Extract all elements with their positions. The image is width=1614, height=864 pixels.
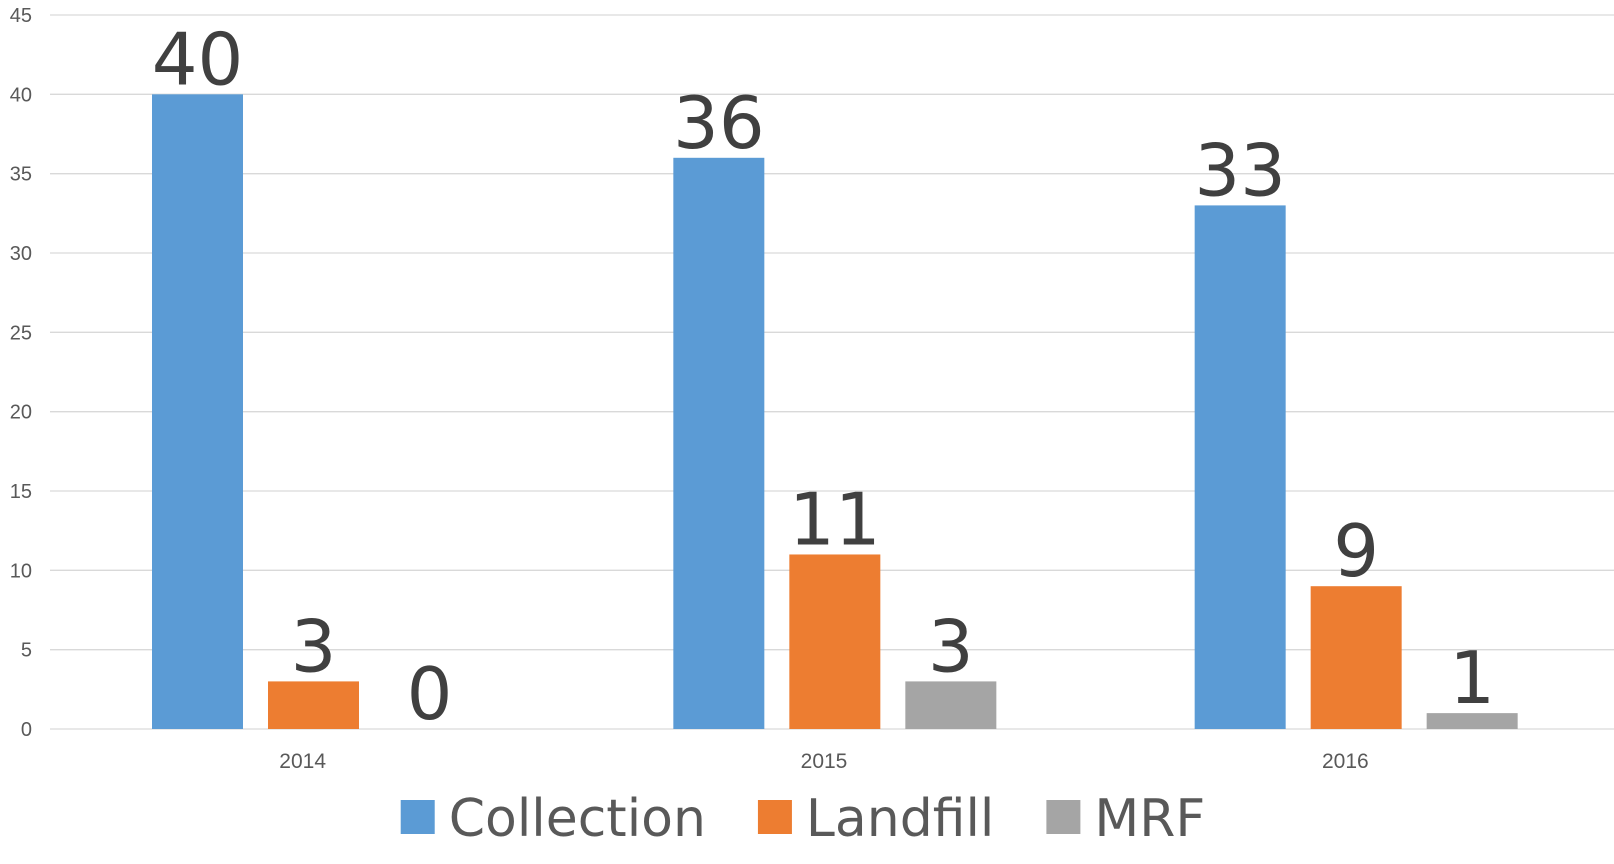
data-label-collection-2015: 36 bbox=[673, 81, 765, 165]
bar-landfill-2014 bbox=[268, 681, 359, 729]
x-tick-label-2015: 2015 bbox=[801, 750, 848, 773]
data-label-landfill-2014: 3 bbox=[291, 604, 337, 688]
legend-swatch-mrf bbox=[1046, 800, 1081, 834]
x-tick-label-2016: 2016 bbox=[1322, 750, 1369, 773]
data-label-mrf-2016: 1 bbox=[1449, 636, 1495, 720]
y-tick-label: 30 bbox=[10, 243, 32, 265]
data-label-landfill-2016: 9 bbox=[1333, 509, 1379, 593]
legend-swatch-landfill bbox=[757, 800, 792, 834]
y-tick-label: 10 bbox=[10, 560, 32, 582]
legend-label-mrf: MRF bbox=[1094, 789, 1205, 849]
bar-mrf-2015 bbox=[905, 681, 997, 729]
bar-collection-2014 bbox=[152, 94, 243, 730]
gridlines bbox=[50, 14, 1614, 730]
data-label-collection-2016: 33 bbox=[1194, 128, 1286, 212]
y-tick-label: 20 bbox=[10, 402, 32, 424]
bar-collection-2016 bbox=[1194, 205, 1286, 729]
y-tick-label: 35 bbox=[10, 164, 32, 186]
y-tick-label: 5 bbox=[21, 640, 32, 662]
legend-label-landfill: Landfill bbox=[806, 789, 994, 849]
data-label-mrf-2014: 0 bbox=[407, 652, 453, 736]
y-tick-label: 40 bbox=[10, 84, 32, 106]
bar-mrf-2016 bbox=[1426, 713, 1518, 729]
y-tick-label: 45 bbox=[10, 5, 32, 27]
data-label-mrf-2015: 3 bbox=[928, 604, 974, 688]
bar-collection-2015 bbox=[673, 157, 765, 730]
x-tick-label-2014: 2014 bbox=[279, 750, 326, 773]
bars bbox=[152, 94, 1518, 730]
y-tick-label: 0 bbox=[21, 719, 32, 741]
y-tick-label: 25 bbox=[10, 322, 32, 344]
y-axis: 0 5 10 15 20 25 30 35 40 45 bbox=[10, 5, 32, 741]
bar-landfill-2016 bbox=[1310, 586, 1402, 729]
legend-swatch-collection bbox=[400, 800, 435, 834]
x-axis: 2014 2015 2016 bbox=[279, 750, 1368, 773]
data-label-landfill-2015: 11 bbox=[789, 477, 881, 561]
data-label-collection-2014: 40 bbox=[152, 17, 244, 101]
legend: Collection Landfill MRF bbox=[400, 789, 1205, 849]
legend-label-collection: Collection bbox=[449, 789, 706, 849]
y-tick-label: 15 bbox=[10, 481, 32, 503]
bar-landfill-2015 bbox=[789, 554, 881, 729]
